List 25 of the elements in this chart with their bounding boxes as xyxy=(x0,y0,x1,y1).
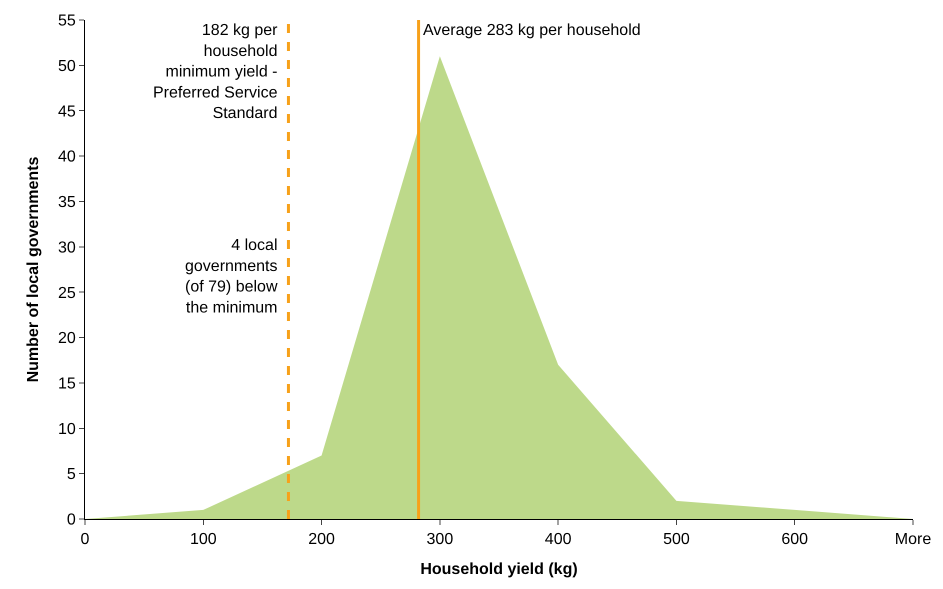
ref-line-label: Average 283 kg per household xyxy=(423,22,641,39)
x-tick-label: More xyxy=(894,531,932,548)
y-tick-label: 0 xyxy=(66,512,76,529)
y-tick-label: 30 xyxy=(58,239,76,256)
y-axis-title: Number of local governments xyxy=(24,156,42,382)
x-tick-label: 100 xyxy=(190,531,217,548)
x-tick-label: 200 xyxy=(308,531,336,548)
ref-line-label: 182 kg per household minimum yield - Preferred Service Standard xyxy=(153,22,278,122)
x-tick-label: 0 xyxy=(80,531,90,548)
y-tick-label: 25 xyxy=(58,284,76,302)
y-tick-label: 10 xyxy=(58,420,76,438)
x-tick-label: 500 xyxy=(663,531,690,548)
y-tick-label: 20 xyxy=(58,330,76,348)
y-tick-label: 15 xyxy=(58,376,76,393)
annotation: 4 local governments (of 79) below the minimum xyxy=(185,237,278,316)
y-tick-label: 55 xyxy=(58,12,76,30)
x-axis-title: Household yield (kg) xyxy=(420,560,578,578)
x-tick-label: 400 xyxy=(544,531,572,548)
x-tick-label: 600 xyxy=(781,531,808,548)
x-tick-label: 300 xyxy=(426,531,454,548)
y-tick-label: 5 xyxy=(66,466,76,484)
y-tick-label: 35 xyxy=(58,194,76,212)
y-tick-label: 40 xyxy=(58,148,76,166)
y-tick-label: 50 xyxy=(58,58,76,75)
y-tick-label: 45 xyxy=(58,103,76,120)
